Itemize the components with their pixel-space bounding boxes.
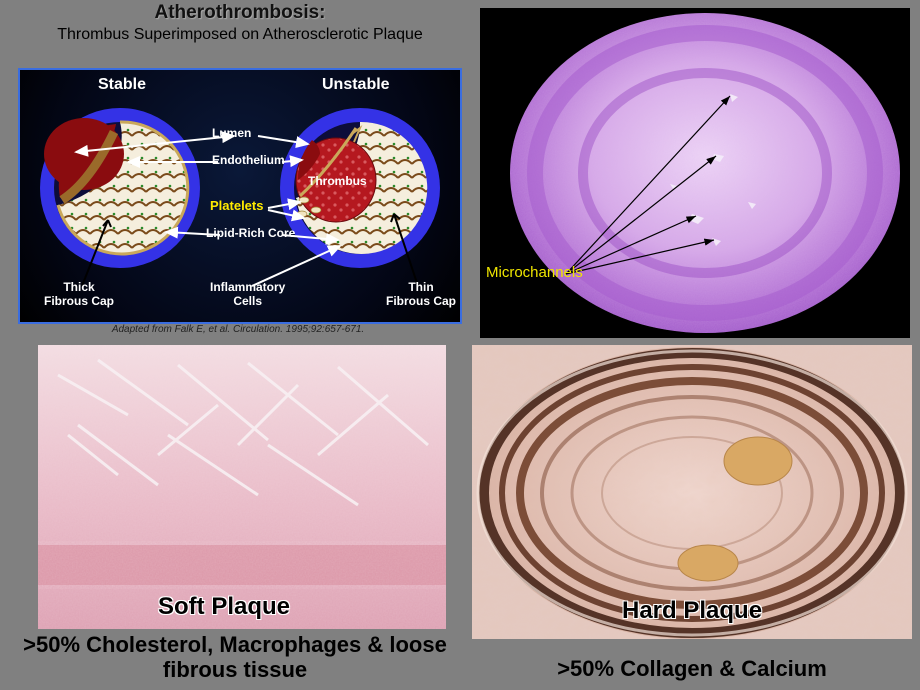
soft-plaque-caption: >50% Cholesterol, Macrophages & loose fi… (0, 632, 470, 683)
hard-plaque-label: Hard Plaque (622, 597, 762, 625)
title-main: Atherothrombosis: (20, 2, 460, 24)
label-thin-cap: Thin Fibrous Cap (386, 280, 456, 309)
label-thrombus: Thrombus (308, 174, 367, 188)
microchannels-label: Microchannels (486, 264, 583, 281)
label-endothelium: Endothelium (212, 153, 285, 167)
stable-vessel (40, 108, 200, 268)
unstable-label: Unstable (322, 76, 390, 94)
title-sub: Thrombus Superimposed on Atherosclerotic… (20, 26, 460, 44)
microchannels-svg (480, 8, 910, 338)
hard-plaque-caption: >50% Collagen & Calcium (472, 656, 912, 682)
soft-plaque-svg (38, 345, 446, 629)
title-block: Atherothrombosis: Thrombus Superimposed … (20, 2, 460, 44)
label-lumen: Lumen (212, 126, 251, 140)
label-thick-cap: Thick Fibrous Cap (44, 280, 114, 309)
hard-plaque-panel: Hard Plaque (472, 345, 912, 639)
stable-label: Stable (98, 76, 146, 94)
slide-root: Atherothrombosis: Thrombus Superimposed … (0, 0, 920, 690)
label-platelets: Platelets (210, 198, 263, 214)
microchannels-panel: Microchannels (480, 8, 910, 338)
soft-plaque-label: Soft Plaque (158, 593, 290, 621)
soft-plaque-panel: Soft Plaque (38, 345, 446, 629)
label-lipid-core: Lipid-Rich Core (206, 226, 295, 240)
citation-text: Adapted from Falk E, et al. Circulation.… (18, 324, 458, 335)
hard-plaque-svg (472, 345, 912, 639)
atherothrombosis-diagram: Stable Unstable Lumen Endothelium Thromb… (18, 68, 462, 324)
label-inflammatory: Inflammatory Cells (210, 280, 285, 309)
